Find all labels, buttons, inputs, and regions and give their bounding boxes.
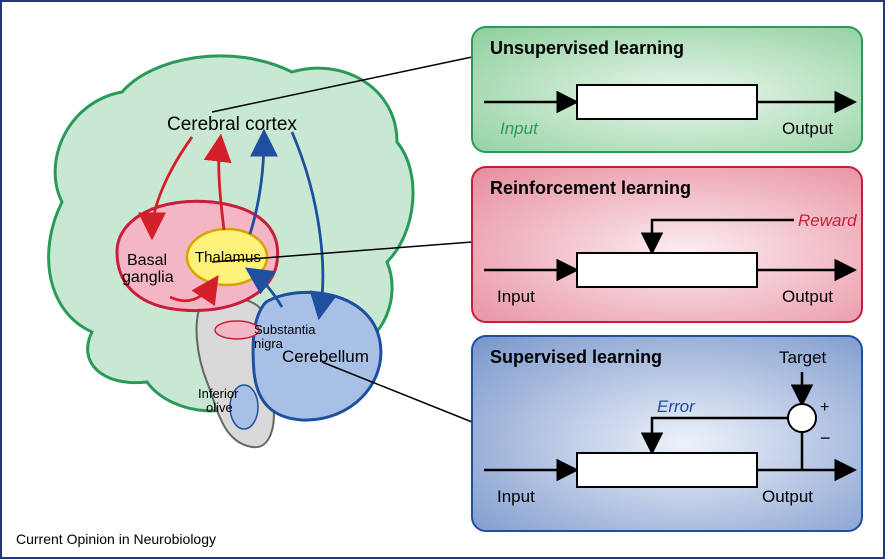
substantia-nigra-shape bbox=[215, 321, 259, 339]
label-sup-input: Input bbox=[497, 487, 535, 506]
panel-unsupervised: Unsupervised learning Input Output bbox=[472, 27, 862, 152]
panel-supervised: Supervised learning Target + − Error Inp… bbox=[472, 336, 862, 531]
label-thalamus: Thalamus bbox=[195, 249, 261, 266]
label-minus: − bbox=[820, 428, 831, 448]
label-cerebral-cortex: Cerebral cortex bbox=[167, 114, 297, 135]
label-error: Error bbox=[657, 397, 696, 416]
panel-reinforcement: Reinforcement learning Reward Input Outp… bbox=[472, 167, 862, 322]
comparator-node bbox=[788, 404, 816, 432]
title-supervised: Supervised learning bbox=[490, 347, 662, 367]
label-uns-output: Output bbox=[782, 119, 833, 138]
credit-text: Current Opinion in Neurobiology bbox=[16, 531, 216, 547]
label-reward: Reward bbox=[798, 211, 857, 230]
box-unsupervised bbox=[577, 85, 757, 119]
label-rein-input: Input bbox=[497, 287, 535, 306]
diagram-svg: Cerebral cortex Basal ganglia Thalamus S… bbox=[2, 2, 883, 557]
label-rein-output: Output bbox=[782, 287, 833, 306]
box-reinforcement bbox=[577, 253, 757, 287]
label-basal-ganglia: Basal ganglia bbox=[122, 252, 174, 286]
diagram-frame: { "frame": { "width": 885, "height": 559… bbox=[0, 0, 885, 559]
box-supervised bbox=[577, 453, 757, 487]
label-plus: + bbox=[820, 399, 829, 416]
label-target: Target bbox=[779, 348, 827, 367]
title-unsupervised: Unsupervised learning bbox=[490, 38, 684, 58]
brain-group: Cerebral cortex Basal ganglia Thalamus S… bbox=[49, 56, 413, 447]
label-uns-input: Input bbox=[500, 119, 539, 138]
label-sup-output: Output bbox=[762, 487, 813, 506]
title-reinforcement: Reinforcement learning bbox=[490, 178, 691, 198]
